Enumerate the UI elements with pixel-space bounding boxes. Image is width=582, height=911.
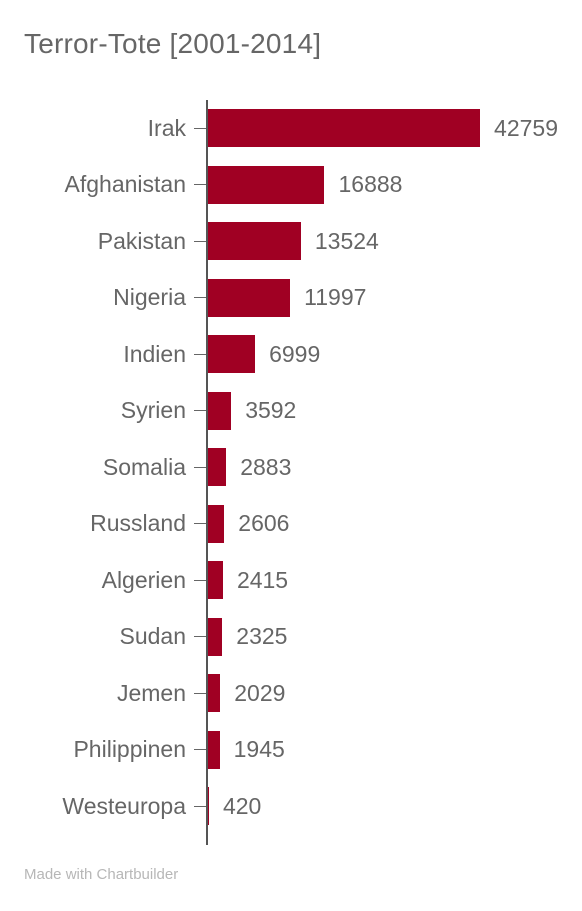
chart-row: Syrien 3592 — [24, 383, 558, 440]
value-label: 2415 — [237, 567, 288, 594]
chart-row: Westeuropa 420 — [24, 778, 558, 835]
bar-cell: 16888 — [206, 166, 558, 204]
axis-tick — [194, 128, 206, 129]
bar — [206, 561, 223, 599]
chart-row: Somalia 2883 — [24, 439, 558, 496]
chart-row: Indien 6999 — [24, 326, 558, 383]
chart-row: Nigeria 11997 — [24, 270, 558, 327]
bar-cell: 13524 — [206, 222, 558, 260]
y-axis-label: Pakistan — [24, 228, 194, 255]
bar-cell: 1945 — [206, 731, 558, 769]
axis-tick — [194, 410, 206, 411]
bar-cell: 2415 — [206, 561, 558, 599]
y-axis-label: Irak — [24, 115, 194, 142]
axis-tick — [194, 636, 206, 637]
bar-cell: 2029 — [206, 674, 558, 712]
bar-cell: 2883 — [206, 448, 558, 486]
y-axis-label: Westeuropa — [24, 793, 194, 820]
value-label: 11997 — [304, 284, 366, 311]
axis-tick — [194, 580, 206, 581]
y-axis-label: Syrien — [24, 397, 194, 424]
chart-row: Pakistan 13524 — [24, 213, 558, 270]
value-label: 1945 — [234, 736, 285, 763]
bar — [206, 335, 255, 373]
y-axis-line — [206, 100, 208, 845]
axis-tick — [194, 467, 206, 468]
bar — [206, 222, 301, 260]
value-label: 16888 — [338, 171, 402, 198]
bar-cell: 2325 — [206, 618, 558, 656]
value-label: 2883 — [240, 454, 291, 481]
chart-row: Algerien 2415 — [24, 552, 558, 609]
chart-row: Philippinen 1945 — [24, 722, 558, 779]
chart-row: Irak 42759 — [24, 100, 558, 157]
chart-title: Terror-Tote [2001-2014] — [24, 28, 558, 60]
bar — [206, 109, 480, 147]
axis-tick — [194, 241, 206, 242]
value-label: 6999 — [269, 341, 320, 368]
bar — [206, 279, 290, 317]
y-axis-label: Somalia — [24, 454, 194, 481]
bar — [206, 618, 222, 656]
chart-container: Terror-Tote [2001-2014] Irak 42759 Afghani… — [0, 0, 582, 911]
chart-row: Afghanistan 16888 — [24, 157, 558, 214]
value-label: 2606 — [238, 510, 289, 537]
chart-credit: Made with Chartbuilder — [24, 866, 558, 883]
bar — [206, 674, 220, 712]
y-axis-label: Algerien — [24, 567, 194, 594]
y-axis-label: Indien — [24, 341, 194, 368]
value-label: 2325 — [236, 623, 287, 650]
bar-cell: 3592 — [206, 392, 558, 430]
bar-cell: 42759 — [206, 109, 558, 147]
bar — [206, 166, 324, 204]
bar — [206, 448, 226, 486]
bar-cell: 420 — [206, 787, 558, 825]
axis-tick — [194, 806, 206, 807]
y-axis-label: Philippinen — [24, 736, 194, 763]
y-axis-label: Sudan — [24, 623, 194, 650]
axis-tick — [194, 693, 206, 694]
axis-tick — [194, 749, 206, 750]
y-axis-label: Russland — [24, 510, 194, 537]
axis-tick — [194, 184, 206, 185]
y-axis-label: Jemen — [24, 680, 194, 707]
bar — [206, 392, 231, 430]
value-label: 13524 — [315, 228, 379, 255]
value-label: 3592 — [245, 397, 296, 424]
chart-row: Jemen 2029 — [24, 665, 558, 722]
value-label: 420 — [223, 793, 261, 820]
bar — [206, 505, 224, 543]
bar — [206, 731, 220, 769]
bar-cell: 11997 — [206, 279, 558, 317]
value-label: 2029 — [234, 680, 285, 707]
value-label: 42759 — [494, 115, 558, 142]
chart-row: Russland 2606 — [24, 496, 558, 553]
chart-area: Irak 42759 Afghanistan 16888 Pakistan 13524 Ni… — [24, 100, 558, 860]
axis-tick — [194, 354, 206, 355]
axis-tick — [194, 523, 206, 524]
chart-row: Sudan 2325 — [24, 609, 558, 666]
axis-tick — [194, 297, 206, 298]
y-axis-label: Afghanistan — [24, 171, 194, 198]
y-axis-label: Nigeria — [24, 284, 194, 311]
bar-cell: 6999 — [206, 335, 558, 373]
bar-cell: 2606 — [206, 505, 558, 543]
